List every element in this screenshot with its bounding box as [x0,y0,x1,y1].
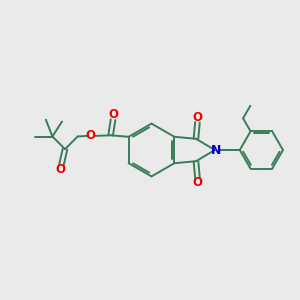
Text: O: O [193,111,202,124]
Text: O: O [108,108,118,121]
Text: N: N [211,143,221,157]
Text: O: O [193,176,202,189]
Text: O: O [86,129,96,142]
Text: O: O [55,163,65,176]
